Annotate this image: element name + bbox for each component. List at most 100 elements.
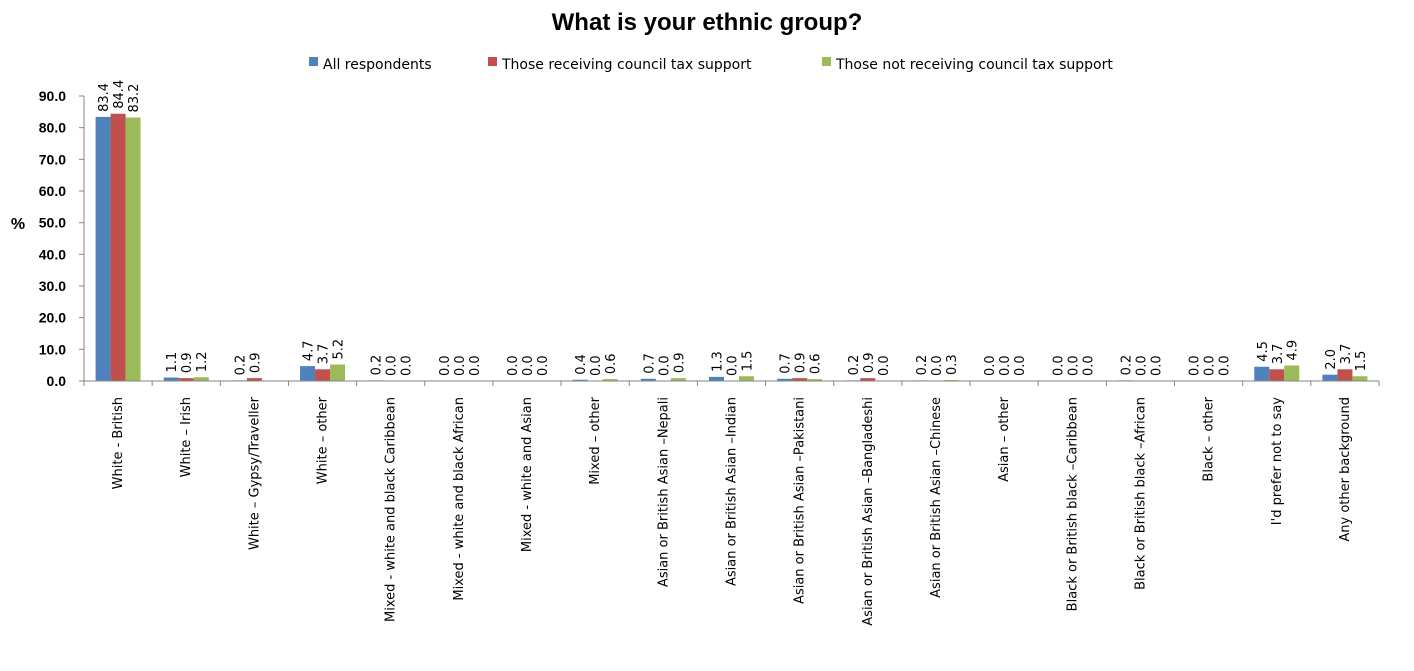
bar bbox=[860, 378, 876, 381]
y-tick-label: 60.0 bbox=[39, 183, 66, 199]
bar bbox=[95, 116, 111, 382]
data-label: 0.3 bbox=[945, 354, 960, 375]
data-label: 0.6 bbox=[604, 353, 619, 374]
x-tick-label: Asian or British Asian –Pakistani bbox=[793, 397, 808, 604]
data-label: 0.4 bbox=[574, 354, 589, 375]
y-tick-label: 90.0 bbox=[39, 88, 66, 104]
data-label: 0.0 bbox=[521, 355, 536, 376]
data-label: 0.0 bbox=[1081, 355, 1096, 376]
data-label: 1.1 bbox=[165, 352, 180, 373]
legend-item: All respondents bbox=[309, 57, 432, 73]
y-tick-label: 10.0 bbox=[39, 341, 66, 357]
x-tick-label: White - British bbox=[111, 397, 126, 489]
bar bbox=[125, 117, 141, 382]
legend-item: Those receiving council tax support bbox=[488, 57, 752, 73]
x-tick-label: Mixed – other bbox=[588, 396, 603, 484]
bar bbox=[1284, 365, 1300, 381]
data-label: 2.0 bbox=[1324, 349, 1339, 370]
data-label: 0.9 bbox=[248, 352, 263, 373]
bar bbox=[300, 366, 316, 381]
x-tick-label: Any other background bbox=[1338, 397, 1353, 542]
bar bbox=[246, 378, 262, 381]
y-tick-label: 70.0 bbox=[39, 151, 66, 167]
data-label: 0.0 bbox=[1188, 355, 1203, 376]
data-label: 0.9 bbox=[862, 352, 877, 373]
bar bbox=[110, 113, 126, 381]
data-label: 0.2 bbox=[370, 355, 385, 376]
y-axis: 0.0 10.0 20.0 30.0 40.0 50.0 60.0 70.0 80.0 90.0 bbox=[39, 88, 85, 389]
data-label: 5.2 bbox=[332, 339, 347, 360]
bar bbox=[1269, 369, 1285, 381]
bars bbox=[95, 113, 1368, 382]
x-tick-label: Mixed - white and Asian bbox=[520, 397, 535, 552]
bar bbox=[330, 364, 346, 381]
bar bbox=[1352, 376, 1368, 381]
data-label: 0.7 bbox=[779, 353, 794, 374]
y-tick-label: 0.0 bbox=[47, 373, 67, 389]
data-label: 0.2 bbox=[915, 355, 930, 376]
data-label: 3.7 bbox=[317, 344, 332, 365]
data-label: 0.0 bbox=[536, 355, 551, 376]
bar bbox=[739, 376, 754, 381]
x-tick-label: White – Gypsy/Traveller bbox=[247, 396, 262, 550]
x-axis: White - British White – Irish White – Gyps… bbox=[83, 380, 1380, 626]
x-tick-label: I'd prefer not to say bbox=[1270, 397, 1285, 525]
bar bbox=[1322, 374, 1338, 381]
x-tick-label: White – Irish bbox=[179, 397, 194, 477]
x-tick-label: Black or British black –Caribbean bbox=[1065, 397, 1080, 611]
bar bbox=[193, 377, 209, 381]
legend-label: Those not receiving council tax support bbox=[835, 57, 1113, 73]
data-label: 0.0 bbox=[589, 355, 604, 376]
bar bbox=[640, 378, 656, 381]
data-label: 0.0 bbox=[506, 355, 521, 376]
data-label: 0.2 bbox=[233, 355, 248, 376]
data-label: 0.0 bbox=[385, 355, 400, 376]
y-tick-label: 80.0 bbox=[39, 120, 66, 136]
data-label: 0.0 bbox=[1013, 355, 1028, 376]
bar bbox=[1254, 366, 1270, 381]
bar bbox=[777, 378, 793, 381]
data-label: 1.2 bbox=[195, 352, 210, 373]
data-label: 0.0 bbox=[400, 355, 415, 376]
data-label: 0.0 bbox=[998, 355, 1013, 376]
data-label: 0.0 bbox=[1149, 355, 1164, 376]
bar bbox=[807, 379, 823, 381]
bar bbox=[315, 369, 331, 381]
x-tick-label: Asian or British Asian –Nepali bbox=[656, 397, 671, 587]
y-tick-label: 20.0 bbox=[39, 310, 66, 326]
data-label: 0.2 bbox=[1119, 355, 1134, 376]
bar bbox=[163, 377, 179, 381]
data-label: 0.0 bbox=[657, 355, 672, 376]
data-label: 0.2 bbox=[847, 355, 862, 376]
bar bbox=[709, 376, 724, 381]
data-label: 4.5 bbox=[1256, 341, 1271, 362]
legend-swatch bbox=[309, 57, 318, 66]
bar bbox=[670, 378, 686, 381]
x-tick-label: Black or British black –African bbox=[1133, 397, 1148, 590]
x-tick-label: Asian or British Asian –Chinese bbox=[929, 397, 944, 598]
chart-title: What is your ethnic group? bbox=[552, 9, 863, 36]
data-label: 0.6 bbox=[809, 353, 824, 374]
data-label: 0.0 bbox=[983, 355, 998, 376]
bar bbox=[602, 379, 618, 381]
y-tick-label: 30.0 bbox=[39, 278, 66, 294]
data-label: 0.0 bbox=[930, 355, 945, 376]
data-label: 0.0 bbox=[438, 355, 453, 376]
data-label: 1.5 bbox=[1354, 351, 1369, 372]
data-label: 0.0 bbox=[1066, 355, 1081, 376]
legend: All respondents Those receiving council t… bbox=[309, 57, 1113, 73]
data-label: 0.0 bbox=[726, 355, 741, 376]
data-label: 0.0 bbox=[1218, 355, 1233, 376]
data-label: 0.7 bbox=[642, 353, 657, 374]
bar bbox=[792, 378, 808, 381]
data-label: 3.7 bbox=[1271, 344, 1286, 365]
data-label: 0.0 bbox=[1134, 355, 1149, 376]
legend-label: Those receiving council tax support bbox=[501, 57, 752, 73]
x-tick-label: White – other bbox=[316, 396, 331, 484]
y-axis-label: % bbox=[11, 216, 25, 233]
legend-swatch bbox=[488, 57, 497, 66]
data-label: 83.2 bbox=[127, 84, 142, 113]
y-tick-label: 40.0 bbox=[39, 246, 66, 262]
data-label: 0.9 bbox=[180, 352, 195, 373]
